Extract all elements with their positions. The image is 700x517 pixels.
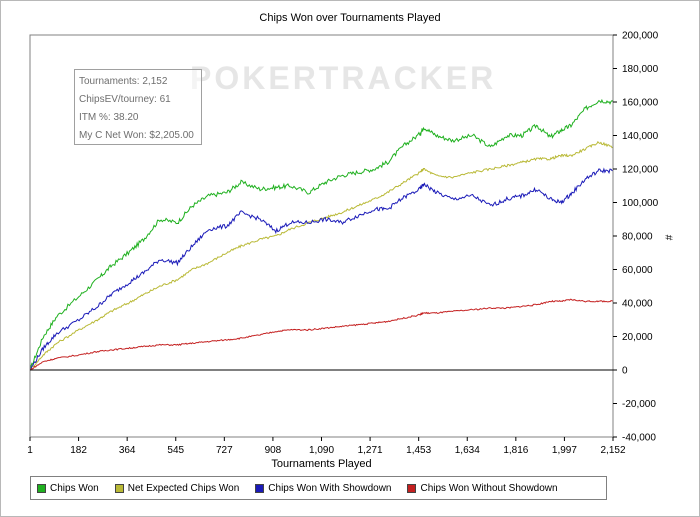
y-tick-label: 80,000 (622, 232, 653, 243)
legend-label: Chips Won Without Showdown (420, 482, 558, 494)
y-tick-label: 0 (622, 366, 628, 377)
y-axis-label: # (662, 234, 674, 241)
series-line-chips-won-with-showdown (29, 167, 614, 371)
x-tick-label: 1,271 (358, 445, 383, 456)
y-tick-label: 120,000 (622, 165, 659, 176)
legend-swatch (255, 483, 265, 493)
y-tick-label: 140,000 (622, 131, 659, 142)
legend-item-chips-won[interactable]: Chips Won (37, 483, 99, 494)
x-tick-label: 1,453 (406, 445, 431, 456)
infobox-net-won: My C Net Won: $2,205.00 (79, 130, 194, 141)
y-tick-label: -20,000 (622, 399, 656, 410)
legend-swatch (407, 483, 417, 493)
y-tick-label: 180,000 (622, 64, 659, 75)
y-tick-label: 60,000 (622, 265, 653, 276)
stats-infobox: Tournaments: 2,152 ChipsEV/tourney: 61 I… (74, 69, 202, 145)
legend-swatch (114, 483, 124, 493)
legend-item-with-showdown[interactable]: Chips Won With Showdown (255, 483, 391, 494)
legend-item-without-showdown[interactable]: Chips Won Without Showdown (407, 482, 558, 494)
y-tick-label: 100,000 (622, 198, 659, 209)
infobox-itm: ITM %: 38.20 (79, 112, 139, 123)
legend-item-net-expected[interactable]: Net Expected Chips Won (114, 482, 240, 494)
y-tick-label: -40,000 (622, 433, 656, 444)
x-tick-label: 545 (167, 445, 184, 456)
infobox-tournaments: Tournaments: 2,152 (79, 76, 168, 87)
series-line-net-expected-chips-won (29, 140, 614, 371)
x-tick-label: 1,634 (455, 445, 480, 456)
x-tick-label: 908 (265, 445, 282, 456)
x-tick-label: 1,816 (503, 445, 528, 456)
y-tick-label: 40,000 (622, 299, 653, 310)
legend-swatch (37, 483, 46, 493)
chart-title: Chips Won over Tournaments Played (259, 12, 441, 24)
legend-label: Net Expected Chips Won (127, 482, 240, 494)
x-tick-label: 182 (70, 445, 87, 456)
legend: Chips Won Net Expected Chips Won Chips W… (30, 476, 607, 500)
legend-label: Chips Won (50, 482, 99, 494)
legend-label: Chips Won With Showdown (268, 482, 392, 494)
series-line-chips-won-without-showdown (29, 298, 614, 371)
x-tick-label: 727 (216, 445, 233, 456)
x-tick-label: 2,152 (600, 445, 625, 456)
y-tick-label: 160,000 (622, 98, 659, 109)
x-tick-label: 1 (27, 445, 33, 456)
y-tick-label: 20,000 (622, 332, 653, 343)
infobox-chipsev: ChipsEV/tourney: 61 (79, 94, 171, 105)
x-tick-label: 1,090 (309, 445, 334, 456)
x-tick-label: 1,997 (552, 445, 577, 456)
y-tick-label: 200,000 (622, 31, 659, 42)
series-line-chips-won (29, 98, 614, 371)
pokertracker-watermark: POKERTRACKER (190, 60, 497, 96)
x-tick-label: 364 (119, 445, 136, 456)
x-axis-label: Tournaments Played (271, 458, 372, 470)
